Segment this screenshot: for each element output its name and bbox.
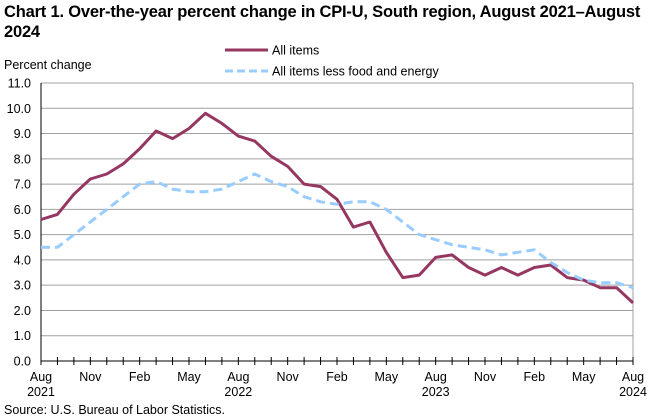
y-tick-label: 7.0 [14, 178, 31, 192]
y-axis-label: Percent change [4, 58, 92, 72]
x-tick-label-month: Aug [227, 370, 249, 384]
x-tick-label-month: Feb [326, 370, 348, 384]
x-tick-label-month: Nov [277, 370, 300, 384]
gridlines [41, 82, 633, 337]
y-tick-label: 4.0 [14, 253, 31, 267]
y-tick-label: 9.0 [14, 127, 31, 141]
y-tick-label: 8.0 [14, 152, 31, 166]
series-line-all-items [40, 111, 635, 305]
y-tick-label: 5.0 [14, 228, 31, 242]
x-tick-label-month: May [572, 370, 596, 384]
y-tick-label: 1.0 [14, 329, 31, 343]
x-tick-label-month: Feb [129, 370, 151, 384]
legend-label: All items [272, 44, 319, 58]
y-tick-label: 10.0 [7, 102, 31, 116]
x-tick-label-month: Aug [30, 370, 52, 384]
axes: 0.0 1.0 2.0 3.0 4.0 5.0 6.0 7.0 8.0 9.0 10.0 11.0 Au… [7, 77, 647, 400]
y-tick-label: 3.0 [14, 279, 31, 293]
x-tick-label-month: Aug [622, 370, 644, 384]
x-tick-label-month: Feb [524, 370, 546, 384]
y-tick-label: 6.0 [14, 203, 31, 217]
y-tick-label: 0.0 [14, 355, 31, 369]
x-tick-label-year: 2024 [619, 385, 647, 399]
x-tick-label-month: May [375, 370, 399, 384]
series-line-core [41, 172, 634, 290]
legend: All items All items less food and energy [225, 44, 440, 79]
x-tick-label-month: Nov [474, 370, 497, 384]
legend-label: All items less food and energy [272, 65, 440, 79]
x-tick-label-year: 2023 [422, 385, 450, 399]
x-tick-label-month: Aug [425, 370, 447, 384]
y-tick-label: 2.0 [14, 304, 31, 318]
x-tick-label-month: Nov [79, 370, 102, 384]
series-lines [40, 111, 635, 305]
source-note: Source: U.S. Bureau of Labor Statistics. [4, 403, 225, 417]
y-tick-label: 11.0 [8, 77, 31, 91]
chart-title: Chart 1. Over-the-year percent change in… [4, 3, 641, 41]
x-tick-label-month: May [177, 370, 201, 384]
x-tick-label-year: 2022 [224, 385, 252, 399]
x-tick-label-year: 2021 [27, 385, 55, 399]
